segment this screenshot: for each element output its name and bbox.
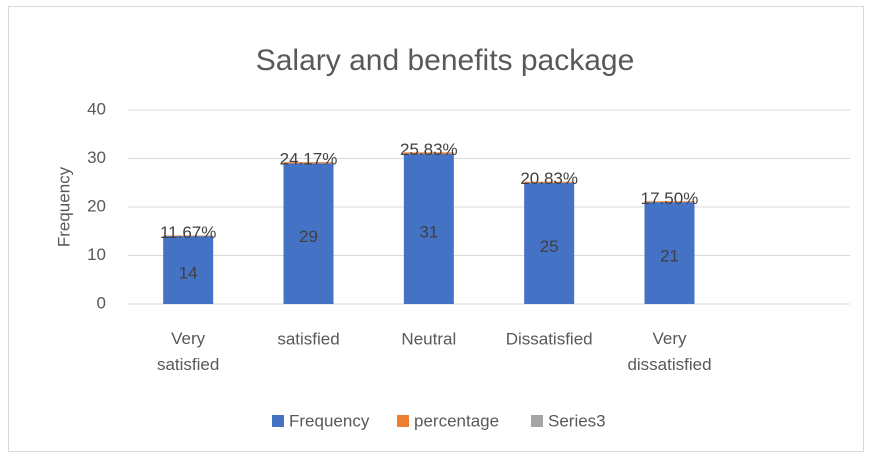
legend-swatch <box>272 415 284 427</box>
data-label: 21 <box>660 247 679 266</box>
y-axis-label: Frequency <box>54 166 73 247</box>
legend-label: Series3 <box>548 411 606 430</box>
bar <box>403 152 454 154</box>
data-label: 29 <box>299 227 318 246</box>
bar <box>644 201 695 203</box>
y-tick-label: 30 <box>87 148 106 167</box>
x-tick-label: Very dissatisfied <box>627 329 711 374</box>
y-tick-label: 0 <box>97 293 106 312</box>
y-tick-label: 40 <box>87 99 106 118</box>
x-tick-label: Very satisfied <box>157 329 219 374</box>
bar <box>163 236 214 304</box>
y-tick-label: 20 <box>87 196 106 215</box>
data-label: 25 <box>540 237 559 256</box>
data-label: 20.83% <box>520 169 578 188</box>
bar <box>283 163 334 304</box>
y-tick-label: 10 <box>87 245 106 264</box>
data-label: 14 <box>179 264 198 283</box>
data-label: 11.67% <box>160 223 216 242</box>
data-label: 24.17% <box>280 150 338 169</box>
legend-label: percentage <box>414 411 499 430</box>
bar <box>403 153 454 304</box>
x-tick-label: Dissatisfied <box>506 329 593 348</box>
bar <box>524 182 575 304</box>
x-tick-label: Neutral <box>401 329 456 348</box>
chart-title: Salary and benefits package <box>256 44 635 77</box>
bar <box>644 202 695 304</box>
bar <box>163 235 214 237</box>
legend-swatch <box>531 415 543 427</box>
data-label: 17.50% <box>641 189 699 208</box>
legend-label: Frequency <box>289 411 370 430</box>
bar <box>283 162 334 164</box>
legend-swatch <box>397 415 409 427</box>
data-label: 25.83% <box>400 140 458 159</box>
data-label: 31 <box>419 222 438 241</box>
bar <box>524 181 575 183</box>
x-tick-label: satisfied <box>277 329 339 348</box>
